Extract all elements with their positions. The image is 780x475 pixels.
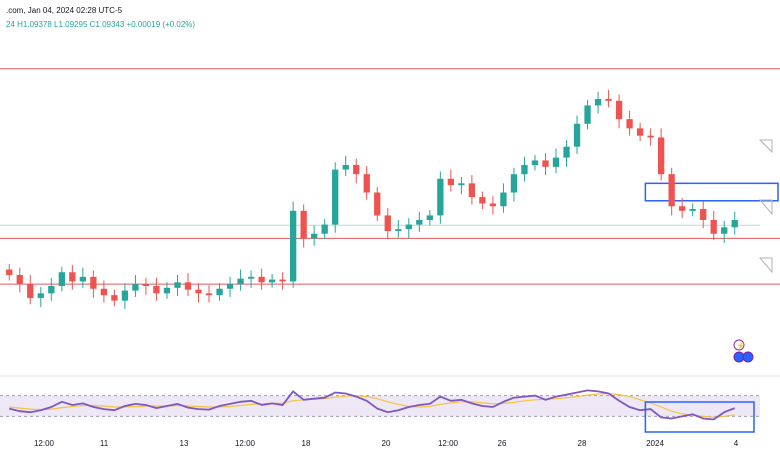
candle-body [58,272,65,286]
rsi-oversold-box [644,401,755,433]
candle-body [437,178,444,216]
candle-body [48,286,55,294]
candle-body [447,178,455,186]
candle-body [6,269,13,275]
candle-body [573,123,581,147]
candle-body [479,197,486,204]
candle-body [374,192,381,216]
candle-body [731,220,738,228]
rsi-ma-line [9,392,735,419]
x-axis-tick-label: 28 [578,439,587,448]
ohlc-readout: 24 H1.09378 L1.09295 C1.09343 +0.00019 (… [6,20,195,29]
candle-body [184,282,192,290]
candle-body [510,174,518,193]
symbol-info-text: .com, Jan 04, 2024 02:28 UTC-5 [6,6,123,15]
candle-body [111,295,118,301]
candle-body [300,210,307,239]
candle-body [163,287,171,294]
candle-body [27,284,34,298]
candle-body [636,128,644,136]
event-marker-icon[interactable] [742,351,754,363]
candle-body [216,288,223,296]
candle-body [384,215,391,231]
candle-body [395,229,402,231]
candle-body [279,279,286,282]
candle-body [226,284,234,289]
candle-body [468,183,476,198]
lightning-event-icon[interactable] [733,339,745,351]
candle-body [594,99,602,106]
candle-body [489,203,497,207]
x-axis-tick-label: 18 [302,439,311,448]
candle-body [363,174,370,193]
candle-body [342,165,349,170]
candle-body [258,276,265,283]
candle-body [657,137,665,175]
candle-body [721,227,728,234]
candle-body [689,209,696,211]
candle-body [615,100,623,120]
drawing-handle-icon[interactable] [758,139,773,154]
candle-body [247,276,255,279]
x-axis-tick-label: 13 [180,439,189,448]
candle-body [353,165,360,175]
candle-body [552,157,560,167]
candle-body [268,279,276,283]
candle-body [710,220,717,234]
candle-body [69,272,76,282]
candle-body [584,105,591,124]
candle-body [500,192,507,207]
candle-body [195,289,202,294]
x-axis-tick-label: 2024 [646,439,664,448]
candle-body [426,215,433,220]
lightning-glyph: ⚡ [737,341,746,350]
candle-body [605,99,612,101]
candle-body [668,174,675,207]
candle-body [416,220,423,225]
candle-body [289,210,297,282]
x-axis-tick-label: 11 [100,439,109,448]
x-axis-tick-label: 4 [734,439,739,448]
x-axis-tick-label: 20 [382,439,391,448]
candle-body [174,282,181,288]
rsi-band [0,395,760,417]
candle-body [332,169,339,225]
candle-body [405,224,412,230]
candle-body [100,288,108,296]
candle-body [542,160,549,167]
rsi-line [9,389,736,421]
candle-body [563,146,570,158]
candle-body [37,293,44,298]
drawing-handle-icon[interactable] [758,199,773,216]
candle-body [626,119,633,129]
candle-body [311,233,318,239]
x-axis-tick-label: 12:00 [34,439,55,448]
candle-body [521,165,528,175]
supply-zone-box [644,182,779,202]
candle-body [153,286,160,294]
candle-body [237,278,244,285]
candle-body [321,224,328,234]
candle-body [142,284,150,286]
candle-body [205,293,213,296]
x-axis-tick-label: 12:00 [438,439,459,448]
candle-body [79,276,87,282]
candle-body [90,276,97,289]
candle-body [458,183,465,186]
x-axis-tick-label: 12:00 [235,439,256,448]
candle-body [16,275,23,285]
candle-body [531,160,539,165]
candle-body [132,284,139,291]
candle-body [121,290,129,301]
candle-body [647,135,654,138]
x-axis-tick-label: 26 [498,439,507,448]
candle-body [679,206,686,211]
drawing-handle-icon[interactable] [758,257,773,274]
candle-body [700,209,707,220]
